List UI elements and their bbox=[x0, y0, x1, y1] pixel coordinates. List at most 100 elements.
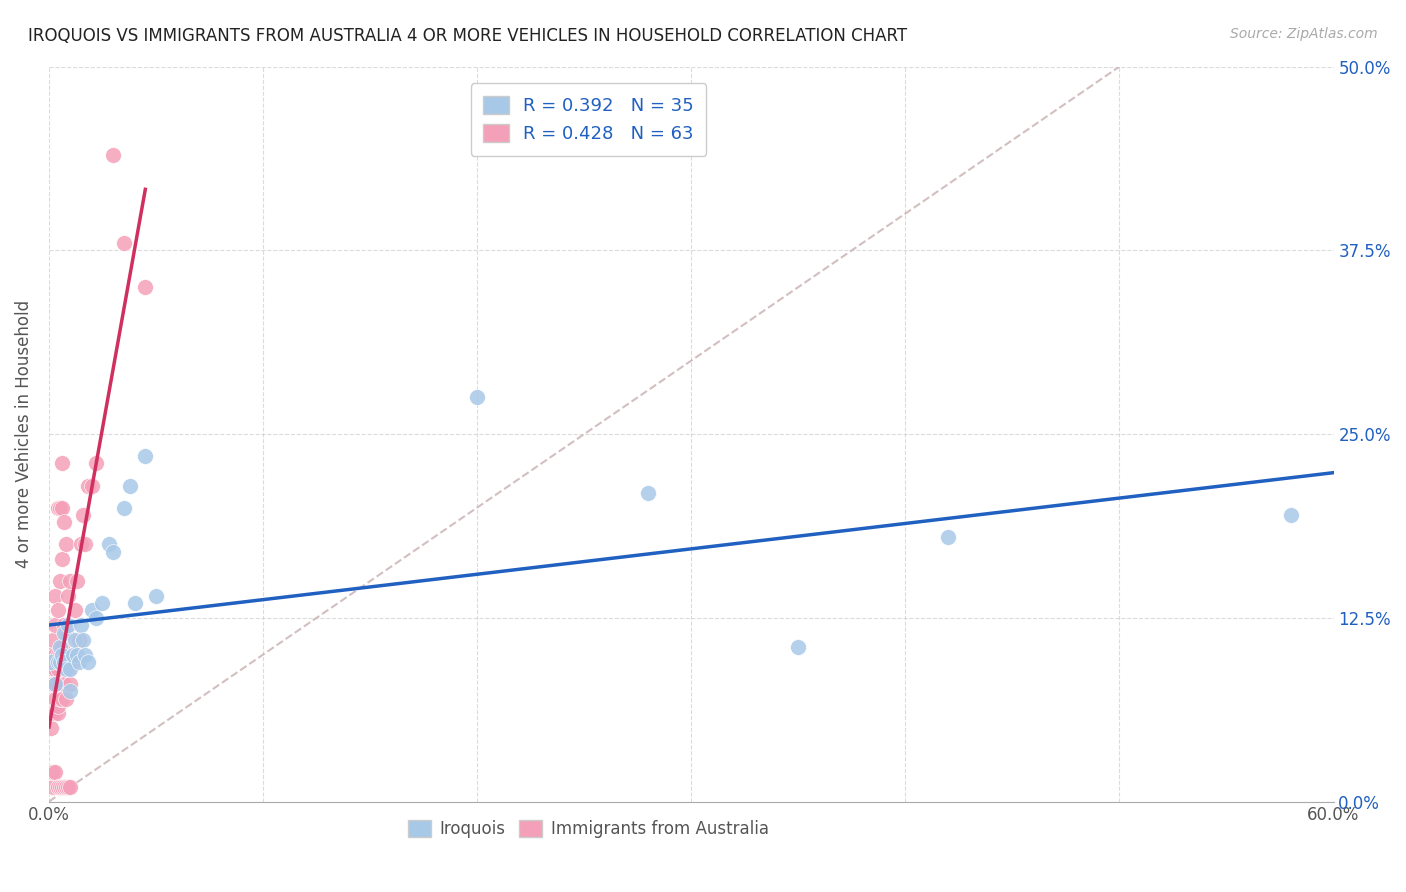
Point bbox=[46, 699, 69, 714]
Point bbox=[936, 530, 959, 544]
Point bbox=[63, 632, 86, 647]
Point bbox=[59, 780, 82, 794]
Point bbox=[465, 390, 488, 404]
Point bbox=[72, 632, 94, 647]
Point bbox=[44, 706, 66, 721]
Point bbox=[787, 640, 810, 655]
Point bbox=[52, 655, 75, 669]
Point bbox=[44, 677, 66, 691]
Point bbox=[48, 640, 70, 655]
Point bbox=[51, 457, 73, 471]
Point bbox=[84, 611, 107, 625]
Text: Source: ZipAtlas.com: Source: ZipAtlas.com bbox=[1230, 27, 1378, 41]
Point bbox=[39, 677, 62, 691]
Point bbox=[46, 603, 69, 617]
Point bbox=[76, 478, 98, 492]
Point bbox=[48, 574, 70, 588]
Point bbox=[46, 662, 69, 676]
Point bbox=[44, 691, 66, 706]
Point bbox=[66, 648, 89, 662]
Point bbox=[67, 655, 90, 669]
Point bbox=[48, 780, 70, 794]
Point bbox=[46, 655, 69, 669]
Point bbox=[52, 618, 75, 632]
Point bbox=[59, 677, 82, 691]
Point bbox=[44, 677, 66, 691]
Point bbox=[42, 780, 65, 794]
Point bbox=[51, 500, 73, 515]
Point bbox=[51, 552, 73, 566]
Point bbox=[1279, 508, 1302, 522]
Point bbox=[124, 596, 146, 610]
Point bbox=[103, 148, 125, 162]
Point bbox=[42, 706, 65, 721]
Point bbox=[62, 648, 84, 662]
Point bbox=[58, 662, 80, 676]
Point bbox=[44, 765, 66, 780]
Point bbox=[145, 589, 167, 603]
Point bbox=[58, 589, 80, 603]
Point bbox=[58, 618, 80, 632]
Point bbox=[55, 625, 77, 640]
Point bbox=[84, 457, 107, 471]
Point bbox=[72, 508, 94, 522]
Point bbox=[120, 478, 142, 492]
Point bbox=[62, 655, 84, 669]
Point bbox=[67, 632, 90, 647]
Point bbox=[51, 640, 73, 655]
Point bbox=[55, 662, 77, 676]
Point bbox=[44, 618, 66, 632]
Point bbox=[63, 603, 86, 617]
Point bbox=[112, 500, 135, 515]
Point bbox=[70, 537, 93, 551]
Point bbox=[55, 537, 77, 551]
Point bbox=[112, 235, 135, 250]
Point bbox=[103, 544, 125, 558]
Point bbox=[70, 618, 93, 632]
Point bbox=[66, 574, 89, 588]
Point bbox=[42, 632, 65, 647]
Point bbox=[48, 655, 70, 669]
Point bbox=[59, 684, 82, 698]
Point bbox=[637, 486, 659, 500]
Point bbox=[44, 648, 66, 662]
Point bbox=[46, 780, 69, 794]
Point bbox=[52, 516, 75, 530]
Point bbox=[48, 500, 70, 515]
Point bbox=[44, 662, 66, 676]
Point bbox=[51, 648, 73, 662]
Point bbox=[75, 648, 97, 662]
Point bbox=[76, 655, 98, 669]
Legend: Iroquois, Immigrants from Australia: Iroquois, Immigrants from Australia bbox=[402, 814, 776, 845]
Point bbox=[46, 648, 69, 662]
Point bbox=[39, 648, 62, 662]
Point bbox=[44, 589, 66, 603]
Point bbox=[52, 625, 75, 640]
Point bbox=[59, 574, 82, 588]
Point bbox=[55, 780, 77, 794]
Text: IROQUOIS VS IMMIGRANTS FROM AUSTRALIA 4 OR MORE VEHICLES IN HOUSEHOLD CORRELATIO: IROQUOIS VS IMMIGRANTS FROM AUSTRALIA 4 … bbox=[28, 27, 907, 45]
Point bbox=[59, 662, 82, 676]
Point bbox=[48, 648, 70, 662]
Point bbox=[39, 655, 62, 669]
Point bbox=[134, 449, 156, 463]
Point bbox=[51, 780, 73, 794]
Point bbox=[48, 691, 70, 706]
Point bbox=[39, 721, 62, 735]
Point bbox=[52, 780, 75, 794]
Point bbox=[55, 691, 77, 706]
Point bbox=[58, 780, 80, 794]
Point bbox=[91, 596, 114, 610]
Point bbox=[75, 537, 97, 551]
Point bbox=[80, 478, 103, 492]
Point bbox=[51, 691, 73, 706]
Point bbox=[52, 677, 75, 691]
Point bbox=[42, 765, 65, 780]
Point bbox=[46, 500, 69, 515]
Point bbox=[42, 677, 65, 691]
Point bbox=[42, 662, 65, 676]
Point bbox=[80, 603, 103, 617]
Point bbox=[97, 537, 120, 551]
Point bbox=[134, 280, 156, 294]
Y-axis label: 4 or more Vehicles in Household: 4 or more Vehicles in Household bbox=[15, 300, 32, 568]
